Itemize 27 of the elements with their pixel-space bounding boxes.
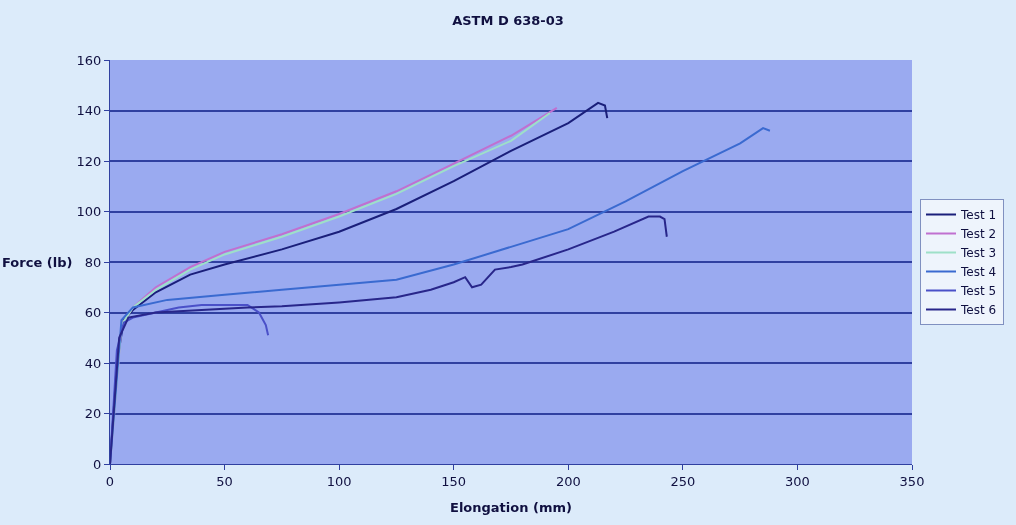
legend-label: Test 6 — [960, 303, 997, 318]
x-tick-label: 50 — [216, 473, 233, 489]
y-tick-label: 80 — [84, 254, 102, 270]
y-tick-label: 40 — [84, 355, 102, 371]
chart-title: ASTM D 638-03 — [452, 12, 564, 28]
x-tick-label: 200 — [555, 473, 581, 489]
y-tick-label: 120 — [76, 153, 102, 169]
x-tick-label: 100 — [326, 473, 352, 489]
y-tick-label: 140 — [76, 103, 102, 119]
x-tick-label: 250 — [670, 473, 696, 489]
legend-label: Test 5 — [960, 284, 997, 299]
y-tick-label: 20 — [84, 406, 102, 422]
legend-label: Test 3 — [960, 246, 997, 261]
x-tick-label: 350 — [899, 473, 925, 489]
x-axis-title: Elongation (mm) — [450, 500, 572, 516]
x-tick-label: 300 — [785, 473, 810, 489]
legend-label: Test 2 — [960, 227, 997, 242]
y-axis-title: Force (lb) — [2, 255, 73, 270]
y-tick-label: 160 — [76, 52, 102, 68]
legend-label: Test 4 — [960, 265, 997, 280]
line-series — [110, 215, 668, 464]
y-tick-label: 60 — [84, 305, 102, 321]
x-tick-label: 0 — [105, 473, 115, 489]
y-tick-label: 100 — [76, 204, 102, 220]
legend-label: Test 1 — [960, 208, 997, 223]
y-tick-label: 0 — [93, 456, 102, 472]
x-tick-label: 150 — [441, 473, 467, 489]
